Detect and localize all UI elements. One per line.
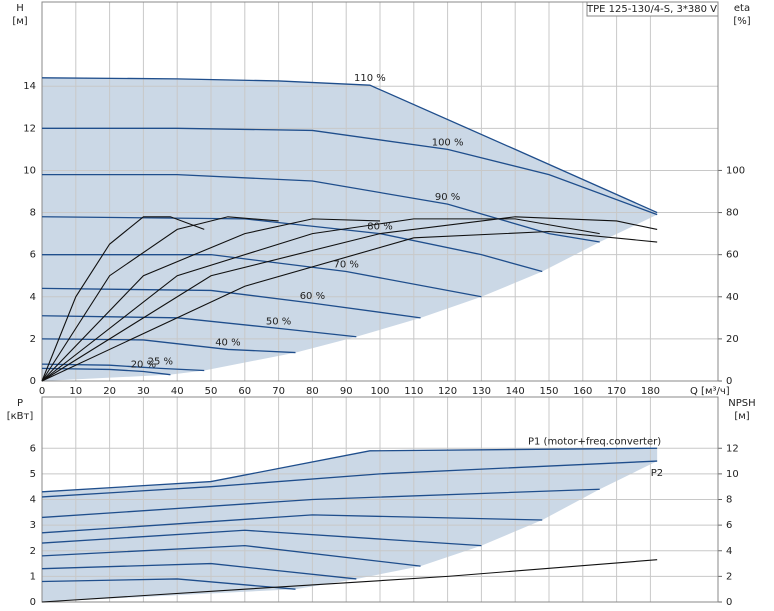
- y-tick-label: 14: [23, 81, 36, 92]
- chart-title: TPE 125-130/4-S, 3*380 V: [586, 4, 717, 15]
- y-tick-label: 6: [30, 250, 36, 261]
- x-tick-label: 170: [607, 386, 626, 397]
- curve: [41, 338, 296, 354]
- x-tick-label: 20: [103, 386, 116, 397]
- curve: [41, 287, 421, 319]
- curve: [41, 230, 658, 382]
- curve-label: 70 %: [333, 260, 358, 271]
- curve: [41, 216, 205, 382]
- x-tick-label: 80: [306, 386, 319, 397]
- y-axis-title: H: [16, 3, 24, 14]
- y-tick-label: 4: [30, 292, 36, 303]
- curve: [41, 529, 482, 547]
- y-tick-label: 10: [23, 165, 36, 176]
- y2-tick-label: 60: [726, 250, 739, 261]
- curve-label: P1 (motor+freq.converter): [528, 436, 661, 447]
- curve: [41, 544, 421, 567]
- y2-tick-label: 40: [726, 292, 739, 303]
- y-tick-label: 0: [30, 597, 36, 608]
- y2-tick-label: 10: [726, 469, 739, 480]
- curve: [42, 174, 600, 243]
- y-tick-label: 5: [30, 469, 36, 480]
- y2-axis-title: eta: [734, 3, 750, 14]
- curve-label: 20 %: [131, 360, 156, 371]
- curve: [41, 218, 600, 382]
- y-tick-label: 8: [30, 208, 36, 219]
- curve: [41, 218, 381, 382]
- curve: [41, 315, 357, 338]
- y2-tick-label: 12: [726, 443, 739, 454]
- y2-tick-label: 20: [726, 334, 739, 345]
- x-axis-title: Q [м³/ч]: [690, 386, 730, 397]
- y-tick-label: 6: [30, 443, 36, 454]
- y2-axis-title: NPSH: [728, 398, 755, 409]
- x-tick-label: 110: [404, 386, 423, 397]
- y-tick-label: 12: [23, 123, 36, 134]
- curve: [41, 367, 171, 376]
- curve-label: 60 %: [300, 291, 325, 302]
- x-tick-label: 50: [205, 386, 218, 397]
- curve-label: 90 %: [435, 192, 460, 203]
- y2-axis-unit: [%]: [733, 16, 750, 27]
- y-tick-label: 2: [30, 546, 36, 557]
- y2-tick-label: 0: [726, 597, 732, 608]
- y2-tick-label: 100: [726, 165, 745, 176]
- x-tick-label: 120: [438, 386, 457, 397]
- curve: [42, 254, 482, 298]
- y-tick-label: 3: [30, 520, 36, 531]
- x-tick-label: 30: [137, 386, 150, 397]
- x-tick-label: 180: [641, 386, 660, 397]
- curve: [41, 559, 658, 603]
- y2-tick-label: 80: [726, 208, 739, 219]
- x-tick-label: 0: [39, 386, 45, 397]
- y-axis-unit: [м]: [12, 16, 27, 27]
- y2-tick-label: 0: [726, 376, 732, 387]
- x-tick-label: 40: [171, 386, 184, 397]
- curve-label: 80 %: [367, 222, 392, 233]
- y2-tick-label: 6: [726, 520, 732, 531]
- y2-tick-label: 4: [726, 546, 732, 557]
- operating-region: [42, 77, 658, 382]
- x-tick-label: 90: [340, 386, 353, 397]
- curve-label: 50 %: [266, 316, 291, 327]
- curve-label: 40 %: [215, 337, 240, 348]
- curve: [41, 488, 600, 519]
- curve: [41, 562, 357, 580]
- x-tick-label: 100: [370, 386, 389, 397]
- plot-frame: [41, 1, 719, 382]
- x-tick-label: 130: [472, 386, 491, 397]
- curve: [41, 447, 658, 493]
- y-tick-label: 4: [30, 495, 36, 506]
- x-tick-label: 10: [69, 386, 82, 397]
- y-axis-unit: [кВт]: [7, 411, 34, 422]
- x-tick-label: 150: [539, 386, 558, 397]
- y2-tick-label: 2: [726, 571, 732, 582]
- x-tick-label: 60: [238, 386, 251, 397]
- title-box: [586, 1, 719, 17]
- x-tick-label: 70: [272, 386, 285, 397]
- curve: [41, 578, 296, 590]
- curve: [41, 216, 279, 382]
- curve-label: P2: [651, 468, 663, 479]
- curve: [41, 514, 543, 534]
- curve-label: 110 %: [354, 73, 386, 84]
- curve: [41, 216, 658, 382]
- y2-axis-unit: [м]: [734, 411, 749, 422]
- x-tick-label: 160: [573, 386, 592, 397]
- curve: [41, 460, 658, 498]
- y-axis-title: P: [17, 398, 23, 409]
- curve: [42, 127, 658, 216]
- y-tick-label: 2: [30, 334, 36, 345]
- y-tick-label: 1: [30, 571, 36, 582]
- x-tick-label: 140: [506, 386, 525, 397]
- curve: [41, 77, 658, 214]
- y2-tick-label: 8: [726, 495, 732, 506]
- plot-frame: [41, 396, 719, 603]
- curve-label: 25 %: [148, 356, 173, 367]
- curve-label: 100 %: [432, 137, 464, 148]
- y-tick-label: 0: [30, 376, 36, 387]
